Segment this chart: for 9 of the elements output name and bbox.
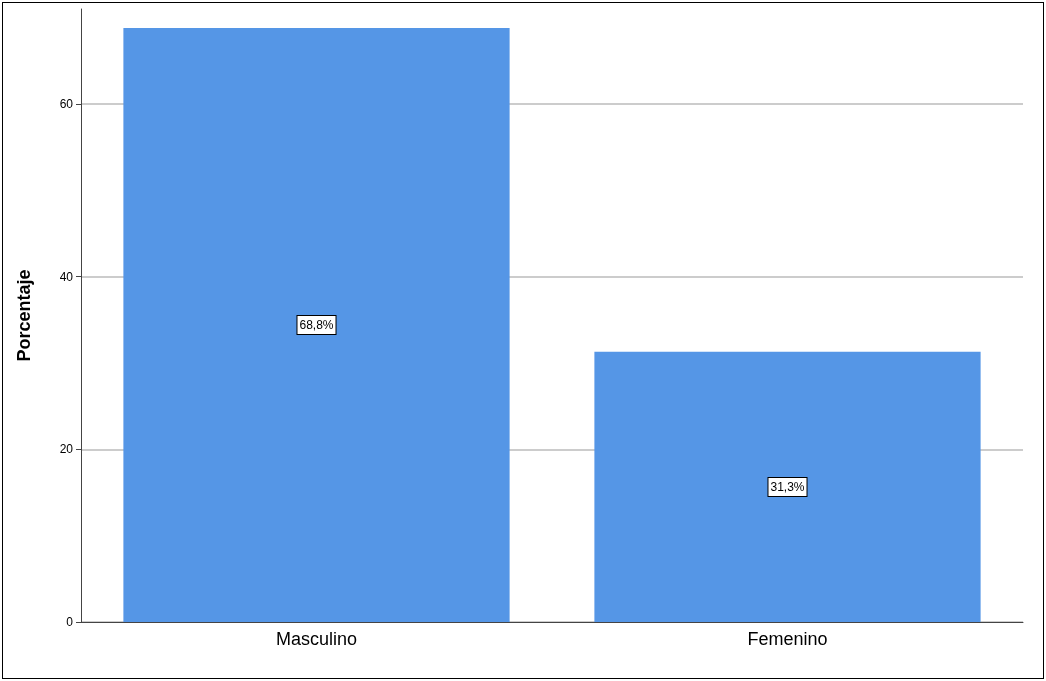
y-tick-label: 20	[59, 442, 74, 457]
x-tick-label: Masculino	[275, 629, 358, 649]
data-label: 68,8%	[299, 318, 334, 332]
y-tick-label: 60	[59, 96, 74, 111]
y-tick-label: 40	[59, 269, 74, 284]
y-tick-label: 0	[66, 615, 74, 629]
y-axis-title: Porcentaje	[14, 269, 34, 362]
data-label: 31,3%	[770, 479, 805, 494]
x-tick-label: Femenino	[747, 629, 828, 649]
